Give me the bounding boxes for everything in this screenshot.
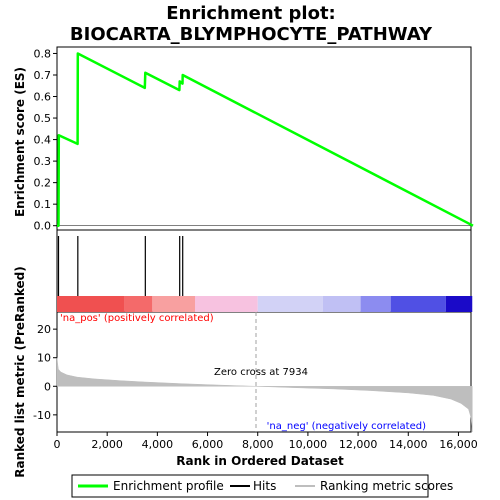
heatmap-segment bbox=[360, 296, 391, 312]
chart-title-line2: BIOCARTA_BLYMPHOCYTE_PATHWAY bbox=[70, 24, 433, 45]
ranking-metric-area bbox=[56, 357, 473, 433]
legend-metric-label: Ranking metric scores bbox=[320, 479, 453, 493]
pos-correlated-label: 'na_pos' (positively correlated) bbox=[60, 313, 214, 324]
es-tick-label: 0.5 bbox=[34, 112, 52, 125]
heatmap-segment bbox=[322, 296, 361, 312]
heatmap-segment bbox=[390, 296, 446, 312]
x-tick-label: 12,000 bbox=[339, 438, 378, 451]
metric-axis-label: Ranked list metric (PreRanked) bbox=[13, 266, 27, 478]
x-tick-label: 4,000 bbox=[142, 438, 174, 451]
es-axis-label: Enrichment score (ES) bbox=[13, 67, 27, 217]
x-tick-label: 16,000 bbox=[439, 438, 478, 451]
x-tick-label: 8,000 bbox=[242, 438, 274, 451]
metric-tick-label: 20 bbox=[37, 323, 51, 336]
x-tick-label: 14,000 bbox=[389, 438, 428, 451]
metric-tick-label: 0 bbox=[44, 380, 51, 393]
neg-correlated-label: 'na_neg' (negatively correlated) bbox=[267, 421, 426, 432]
x-axis-label: Rank in Ordered Dataset bbox=[176, 454, 344, 468]
metric-tick-label: 10 bbox=[37, 352, 51, 365]
heatmap-segment bbox=[57, 296, 125, 312]
es-tick-label: 0.8 bbox=[34, 47, 52, 60]
es-tick-label: 0.1 bbox=[34, 198, 52, 211]
legend-hits-label: Hits bbox=[253, 479, 276, 493]
es-tick-label: 0.3 bbox=[34, 155, 52, 168]
enrichment-profile-line bbox=[57, 52, 474, 227]
metric-tick-label: -10 bbox=[33, 409, 51, 422]
es-tick-label: 0.2 bbox=[34, 177, 52, 190]
heatmap-segment bbox=[152, 296, 195, 312]
heatmap-segment bbox=[195, 296, 258, 312]
x-tick-label: 6,000 bbox=[192, 438, 224, 451]
legend-profile-label: Enrichment profile bbox=[113, 479, 224, 493]
heatmap-segment bbox=[445, 296, 473, 312]
heatmap-segment bbox=[124, 296, 153, 312]
heatmap-segment bbox=[257, 296, 323, 312]
es-tick-label: 0.7 bbox=[34, 69, 52, 82]
chart-title-line1: Enrichment plot: bbox=[166, 3, 336, 24]
es-tick-label: 0.0 bbox=[34, 220, 52, 233]
es-tick-label: 0.4 bbox=[34, 134, 52, 147]
zero-cross-label: Zero cross at 7934 bbox=[214, 367, 308, 378]
x-tick-label: 0 bbox=[54, 438, 61, 451]
x-tick-label: 10,000 bbox=[289, 438, 328, 451]
es-tick-label: 0.6 bbox=[34, 91, 52, 104]
x-tick-label: 2,000 bbox=[91, 438, 123, 451]
